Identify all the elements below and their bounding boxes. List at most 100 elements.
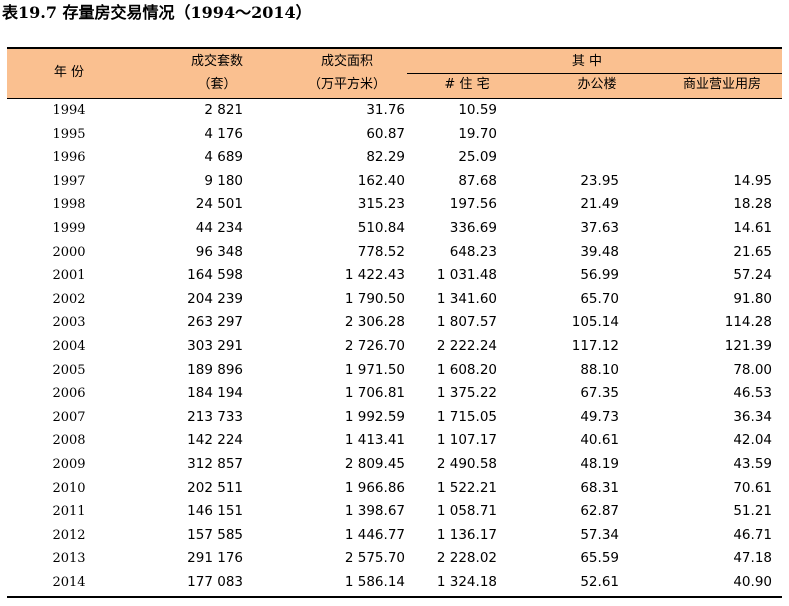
commercial-cell: 78.00 [733, 361, 772, 378]
table-row: 2011 146 151 1 398.67 1 058.71 62.87 51.21 [7, 500, 782, 524]
table-row: 1996 4 689 82.29 25.09 [7, 146, 782, 170]
table-row: 2005 189 896 1 971.50 1 608.20 88.10 78.00 [7, 359, 782, 383]
table-bottom-rule [7, 596, 782, 598]
area-cell: 2 575.70 [344, 550, 405, 567]
office-cell: 65.59 [580, 550, 619, 567]
year-cell: 2008 [52, 433, 86, 449]
office-cell: 48.19 [580, 455, 619, 472]
units-cell: 312 857 [187, 455, 243, 472]
commercial-cell: 21.65 [733, 243, 772, 260]
office-cell: 117.12 [571, 337, 619, 354]
table-row: 1999 44 234 510.84 336.69 37.63 14.61 [7, 217, 782, 241]
area-cell: 1 790.50 [344, 290, 405, 307]
residential-cell: 1 807.57 [436, 314, 497, 331]
area-cell: 1 398.67 [344, 503, 405, 520]
residential-cell: 1 031.48 [436, 267, 497, 284]
residential-cell: 1 608.20 [436, 361, 497, 378]
year-cell: 2004 [52, 338, 86, 354]
office-cell: 49.73 [580, 408, 619, 425]
commercial-cell: 14.61 [733, 219, 772, 236]
residential-cell: 648.23 [449, 243, 497, 260]
table-row: 2003 263 297 2 306.28 1 807.57 105.14 114.28 [7, 311, 782, 335]
table-row: 2008 142 224 1 413.41 1 107.17 40.61 42.04 [7, 429, 782, 453]
residential-cell: 1 107.17 [436, 432, 497, 449]
office-cell: 88.10 [580, 361, 619, 378]
area-cell: 162.40 [357, 172, 405, 189]
header-commercial: 商业营业用房 [682, 77, 761, 92]
residential-cell: 2 222.24 [436, 337, 497, 354]
residential-cell: 1 058.71 [436, 503, 497, 520]
office-cell: 40.61 [580, 432, 619, 449]
table-row: 2000 96 348 778.52 648.23 39.48 21.65 [7, 241, 782, 265]
table-row: 1998 24 501 315.23 197.56 21.49 18.28 [7, 193, 782, 217]
header-office: 办公楼 [577, 77, 617, 92]
units-cell: 24 501 [195, 196, 243, 213]
area-cell: 510.84 [357, 219, 405, 236]
header-area-unit: （万平方米） [307, 77, 386, 92]
units-cell: 44 234 [195, 219, 243, 236]
year-cell: 2012 [52, 527, 86, 543]
office-cell: 52.61 [580, 573, 619, 590]
residential-cell: 2 490.58 [436, 455, 497, 472]
units-cell: 4 689 [204, 149, 243, 166]
units-cell: 303 291 [187, 337, 243, 354]
commercial-cell: 70.61 [733, 479, 772, 496]
units-cell: 291 176 [187, 550, 243, 567]
header-units-unit: （套） [197, 77, 237, 92]
year-cell: 1994 [52, 103, 86, 118]
commercial-cell: 46.71 [733, 526, 772, 543]
header-group-label: 其 中 [571, 54, 603, 69]
year-cell: 2011 [52, 504, 86, 520]
year-cell: 1996 [52, 150, 86, 166]
units-cell: 146 151 [187, 503, 243, 520]
units-cell: 96 348 [195, 243, 243, 260]
year-cell: 2005 [52, 362, 86, 378]
residential-cell: 25.09 [458, 149, 497, 166]
office-cell: 68.31 [580, 479, 619, 496]
residential-cell: 1 324.18 [436, 573, 497, 590]
table-row: 2012 157 585 1 446.77 1 136.17 57.34 46.71 [7, 524, 782, 548]
table-row: 2006 184 194 1 706.81 1 375.22 67.35 46.53 [7, 382, 782, 406]
commercial-cell: 14.95 [733, 172, 772, 189]
year-cell: 2000 [52, 244, 86, 260]
area-cell: 1 422.43 [344, 267, 405, 284]
office-cell: 57.34 [580, 526, 619, 543]
units-cell: 157 585 [187, 526, 243, 543]
year-cell: 2010 [52, 480, 86, 496]
table-row: 1997 9 180 162.40 87.68 23.95 14.95 [7, 170, 782, 194]
area-cell: 2 726.70 [344, 337, 405, 354]
table-title: 表19.7 存量房交易情况（1994～2014） [2, 3, 312, 22]
commercial-cell: 57.24 [733, 267, 772, 284]
units-cell: 213 733 [187, 408, 243, 425]
residential-cell: 197.56 [449, 196, 497, 213]
table-row: 1994 2 821 31.76 10.59 [7, 99, 782, 123]
units-cell: 2 821 [204, 102, 243, 118]
year-cell: 2002 [52, 291, 86, 307]
office-cell: 65.70 [580, 290, 619, 307]
residential-cell: 1 715.05 [436, 408, 497, 425]
units-cell: 204 239 [187, 290, 243, 307]
header-area-label: 成交面积 [320, 54, 373, 69]
area-cell: 1 992.59 [344, 408, 405, 425]
header-year: 年 份 [53, 65, 85, 80]
area-cell: 1 971.50 [344, 361, 405, 378]
table-row: 2004 303 291 2 726.70 2 222.24 117.12 121.39 [7, 335, 782, 359]
residential-cell: 87.68 [458, 172, 497, 189]
year-cell: 1997 [52, 173, 86, 189]
units-cell: 184 194 [187, 385, 243, 402]
table-header: 年 份 成交套数 （套） 成交面积 （万平方米） 其 中 # 住 宅 办公楼 商… [7, 47, 782, 99]
table-row: 2007 213 733 1 992.59 1 715.05 49.73 36.34 [7, 406, 782, 430]
residential-cell: 1 522.21 [436, 479, 497, 496]
year-cell: 1999 [52, 220, 86, 236]
table-row: 2002 204 239 1 790.50 1 341.60 65.70 91.80 [7, 288, 782, 312]
area-cell: 2 809.45 [344, 455, 405, 472]
units-cell: 142 224 [187, 432, 243, 449]
residential-cell: 336.69 [449, 219, 497, 236]
header-residential: # 住 宅 [444, 77, 490, 92]
year-cell: 1998 [52, 197, 86, 213]
office-cell: 62.87 [580, 503, 619, 520]
commercial-cell: 43.59 [733, 455, 772, 472]
commercial-cell: 114.28 [724, 314, 772, 331]
year-cell: 2009 [52, 456, 86, 472]
commercial-cell: 40.90 [733, 573, 772, 590]
